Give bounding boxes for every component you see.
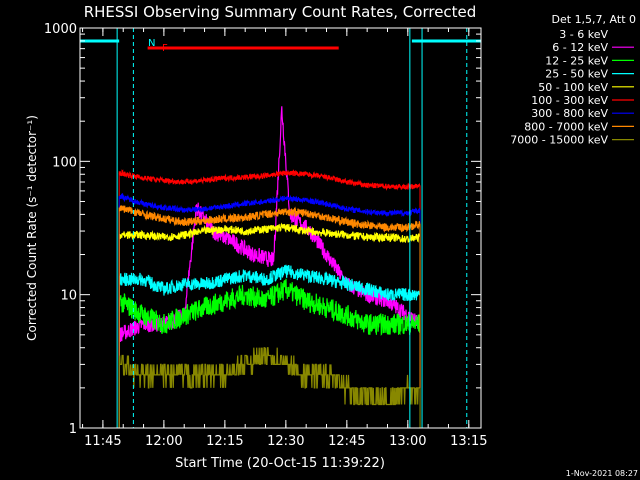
legend-entry-6: 300 - 800 keV	[531, 107, 608, 120]
legend-entry-8: 7000 - 15000 keV	[510, 134, 608, 147]
legend-entry-7: 800 - 7000 keV	[524, 120, 608, 133]
y-tick-label-2: 100	[52, 155, 77, 170]
y-axis-label: Corrected Count Rate (s⁻¹ detector⁻¹)	[25, 115, 39, 341]
y-tick-label-1: 10	[60, 289, 77, 304]
series-line-5	[118, 169, 421, 191]
chart-axis-layer: 11:45 12:00 12:15 12:30 12:45 13:00 13:15 1 10 10…	[44, 22, 488, 449]
series-line-6	[118, 192, 421, 218]
chart-title: RHESSI Observing Summary Count Rates, Co…	[84, 3, 477, 21]
legend-entry-5: 100 - 300 keV	[531, 94, 608, 107]
plot-frame	[79, 27, 482, 429]
footer-date: 1-Nov-2021 08:27	[566, 469, 638, 478]
chart-series-layer	[118, 106, 421, 428]
x-axis-label: Start Time (20-Oct-15 11:39:22)	[175, 456, 385, 471]
x-tick-label-6: 13:15	[450, 434, 487, 449]
series-line-7	[118, 205, 421, 233]
x-tick-label-4: 12:45	[328, 434, 365, 449]
series-line-8	[118, 347, 420, 406]
x-tick-label-2: 12:15	[206, 434, 243, 449]
flag-label-n: N	[148, 38, 155, 49]
series-line-4	[118, 222, 421, 244]
legend-entry-1: 6 - 12 keV	[552, 41, 608, 54]
series-line-0	[118, 231, 421, 303]
chart-flag-layer	[80, 28, 481, 428]
legend-entry-3: 25 - 50 keV	[545, 68, 608, 81]
x-tick-label-3: 12:30	[267, 434, 304, 449]
y-tick-label-3: 1000	[44, 22, 77, 37]
x-tick-label-1: 12:00	[145, 434, 182, 449]
y-tick-label-0: 1	[69, 422, 77, 437]
legend-entry-4: 50 - 100 keV	[538, 81, 608, 94]
series-line-1	[118, 106, 421, 342]
legend-entry-2: 12 - 25 keV	[545, 54, 608, 67]
x-tick-label-0: 11:45	[84, 434, 121, 449]
legend-title: Det 1,5,7, Att 0	[552, 13, 636, 26]
legend-entry-0: 3 - 6 keV	[559, 28, 608, 41]
x-tick-label-5: 13:00	[389, 434, 426, 449]
flag-label-f: F	[162, 43, 168, 54]
series-line-2	[118, 278, 421, 336]
series-line-3	[118, 264, 421, 302]
